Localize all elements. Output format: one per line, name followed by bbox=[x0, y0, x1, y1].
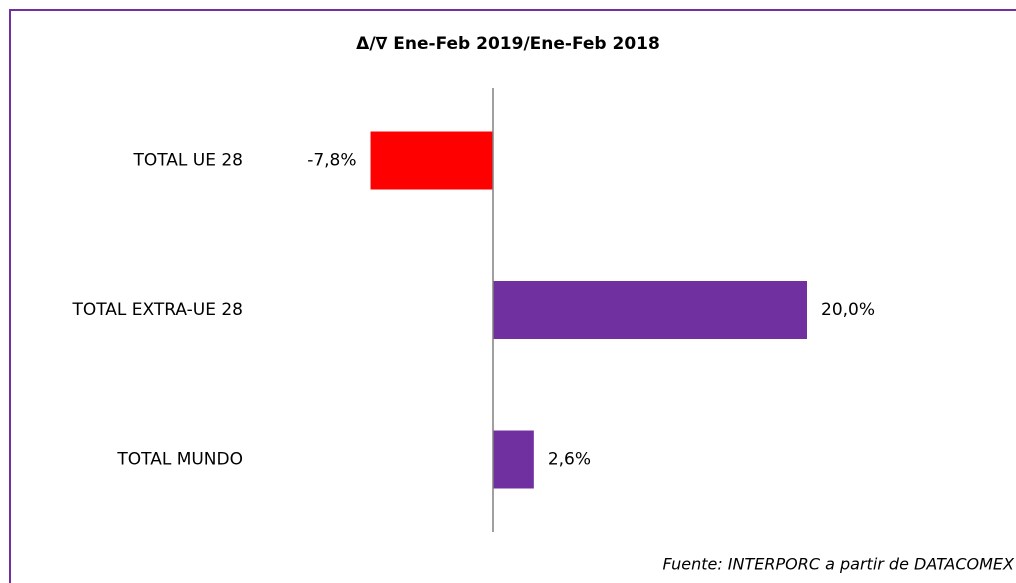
value-label: 2,6% bbox=[548, 450, 591, 470]
chart-title: Δ/∇ Ene-Feb 2019/Ene-Feb 2018 bbox=[356, 34, 660, 54]
category-label: TOTAL UE 28 bbox=[132, 151, 243, 171]
category-label: TOTAL EXTRA-UE 28 bbox=[71, 300, 243, 320]
bar bbox=[493, 281, 807, 339]
category-label: TOTAL MUNDO bbox=[116, 450, 243, 470]
bar bbox=[493, 430, 534, 489]
value-label: -7,8% bbox=[307, 151, 356, 171]
value-label: 20,0% bbox=[821, 300, 875, 320]
source-note: Fuente: INTERPORC a partir de DATACOMEX bbox=[663, 555, 1016, 574]
bar bbox=[370, 131, 493, 190]
